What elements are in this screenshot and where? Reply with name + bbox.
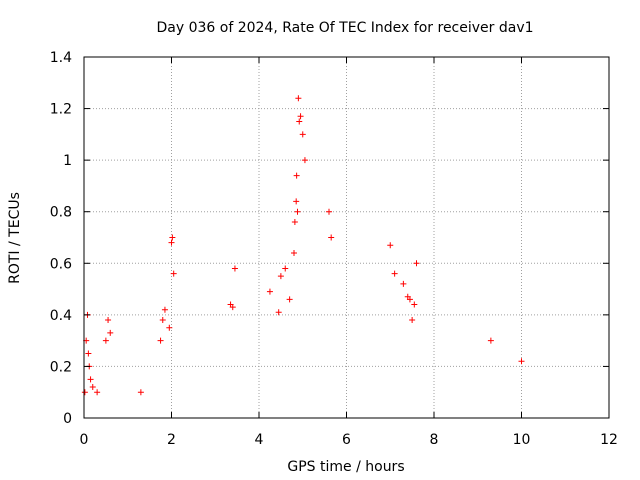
data-point (411, 301, 418, 308)
grid (84, 57, 609, 418)
x-tick-label: 8 (430, 432, 439, 448)
data-point (518, 358, 525, 365)
data-point (294, 208, 301, 215)
data-point (299, 131, 306, 138)
data-point (296, 118, 303, 125)
data-point (81, 389, 88, 396)
chart-title: Day 036 of 2024, Rate Of TEC Index for r… (156, 20, 533, 36)
data-point (231, 265, 238, 272)
data-point (291, 219, 298, 226)
data-point (391, 270, 398, 277)
data-point (89, 384, 96, 391)
data-point (291, 249, 297, 256)
axis-ticks: 0 2 4 6 8 10 12 0 0.2 0.4 0.6 0.8 1 1.2 1.4 (50, 50, 618, 448)
data-point (400, 280, 407, 287)
data-point (277, 273, 284, 280)
data-point (168, 239, 175, 246)
data-point (157, 337, 164, 344)
x-tick-label: 10 (513, 432, 531, 448)
data-point (286, 296, 293, 303)
y-tick-label: 1.2 (50, 102, 72, 118)
data-point (387, 242, 394, 249)
data-point (297, 113, 304, 120)
data-point (161, 306, 168, 313)
data-point (229, 304, 236, 311)
data-point (293, 198, 300, 205)
data-point (170, 270, 177, 277)
x-tick-label: 4 (255, 432, 264, 448)
x-tick-label: 2 (167, 432, 176, 448)
data-point (326, 208, 332, 215)
x-tick-label: 0 (80, 432, 89, 448)
data-point (328, 234, 335, 241)
data-point (137, 389, 144, 396)
plot-frame (83, 56, 610, 419)
data-point (85, 350, 92, 357)
data-point (301, 157, 308, 164)
y-tick-label: 0.6 (50, 256, 72, 272)
data-point (282, 265, 289, 272)
y-tick-label: 0 (63, 411, 72, 427)
data-point (159, 317, 166, 324)
data-point (266, 288, 273, 295)
data-point (166, 324, 173, 331)
data-point (87, 376, 94, 383)
data-point (105, 317, 112, 324)
y-axis-label: ROTI / TECUs (7, 192, 23, 284)
data-point (406, 296, 413, 303)
data-point (409, 317, 416, 324)
y-tick-label: 0.4 (50, 308, 72, 324)
x-tick-label: 12 (600, 432, 618, 448)
data-point (295, 95, 302, 102)
data-point (275, 309, 282, 316)
data-point (102, 337, 109, 344)
data-point (413, 260, 420, 267)
y-tick-label: 0.8 (50, 205, 72, 221)
x-axis-label: GPS time / hours (287, 459, 404, 475)
x-tick-label: 6 (342, 432, 351, 448)
y-tick-label: 0.2 (50, 359, 72, 375)
y-tick-label: 1.4 (50, 50, 72, 66)
data-point (94, 389, 101, 396)
y-tick-label: 1 (63, 153, 72, 169)
data-point (107, 329, 114, 336)
data-point (293, 172, 300, 179)
data-point (169, 234, 176, 241)
data-point (487, 337, 494, 344)
